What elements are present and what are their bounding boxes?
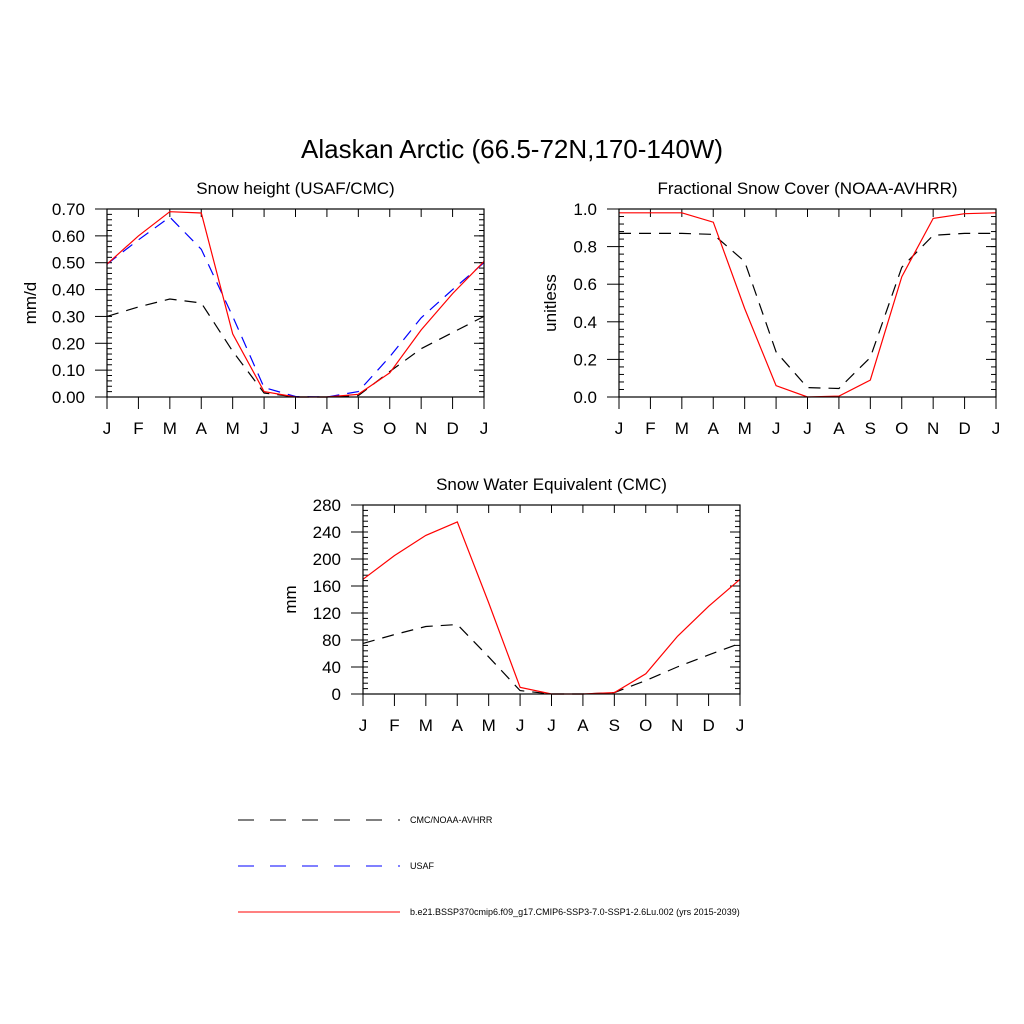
legend-label: CMC/NOAA-AVHRR — [410, 815, 493, 825]
y-tick-label: 200 — [313, 550, 341, 569]
series-line — [106, 216, 485, 398]
x-tick-label: J — [615, 419, 624, 438]
x-tick-label: S — [609, 716, 620, 735]
series-line — [362, 623, 741, 695]
x-tick-label: J — [516, 716, 525, 735]
x-tick-label: A — [577, 716, 589, 735]
y-tick-label: 1.0 — [573, 200, 597, 219]
x-tick-label: J — [772, 419, 781, 438]
plot-frame — [106, 208, 485, 398]
x-tick-label: J — [547, 716, 556, 735]
x-tick-label: J — [291, 419, 300, 438]
panel-title: Fractional Snow Cover (NOAA-AVHRR) — [657, 179, 957, 198]
y-tick-label: 120 — [313, 604, 341, 623]
y-tick-label: 0 — [332, 685, 341, 704]
x-tick-label: M — [163, 419, 177, 438]
x-tick-label: N — [927, 419, 939, 438]
y-tick-label: 0.60 — [52, 227, 85, 246]
x-tick-label: A — [196, 419, 208, 438]
x-tick-label: A — [452, 716, 464, 735]
plot-frame — [618, 208, 997, 398]
panel-title: Snow Water Equivalent (CMC) — [436, 475, 667, 494]
x-tick-label: J — [480, 419, 489, 438]
x-tick-label: D — [446, 419, 458, 438]
y-axis-label: unitless — [541, 274, 560, 332]
plot-frame — [362, 504, 741, 695]
swe-panel: Snow Water Equivalent (CMC) mm 0 40 80 120 160… — [281, 475, 744, 735]
x-tick-label: S — [865, 419, 876, 438]
y-tick-label: 0.4 — [573, 313, 597, 332]
x-tick-label: M — [482, 716, 496, 735]
y-tick-label: 0.20 — [52, 334, 85, 353]
x-tick-label: O — [895, 419, 908, 438]
y-tick-label: 240 — [313, 523, 341, 542]
series-line — [619, 232, 996, 390]
legend-label: USAF — [410, 861, 435, 871]
x-tick-label: N — [671, 716, 683, 735]
x-tick-label: J — [103, 419, 112, 438]
snow-cover-panel: Fractional Snow Cover (NOAA-AVHRR) unitle… — [541, 179, 1000, 438]
x-tick-label: D — [702, 716, 714, 735]
y-axis-label: mm/d — [21, 282, 40, 325]
y-tick-label: 80 — [322, 631, 341, 650]
x-tick-label: A — [833, 419, 845, 438]
y-tick-label: 160 — [313, 577, 341, 596]
y-tick-label: 0.2 — [573, 350, 597, 369]
x-tick-label: J — [992, 419, 1001, 438]
series-line — [106, 298, 485, 398]
x-tick-label: A — [708, 419, 720, 438]
y-tick-label: 0.50 — [52, 254, 85, 273]
x-tick-label: J — [803, 419, 812, 438]
y-tick-label: 0.30 — [52, 307, 85, 326]
y-tick-label: 0.0 — [573, 388, 597, 407]
x-tick-label: A — [321, 419, 333, 438]
y-tick-label: 40 — [322, 658, 341, 677]
y-tick-label: 0.40 — [52, 281, 85, 300]
x-tick-label: D — [958, 419, 970, 438]
x-tick-label: F — [389, 716, 399, 735]
x-tick-label: J — [359, 716, 368, 735]
x-tick-label: O — [639, 716, 652, 735]
x-tick-label: M — [738, 419, 752, 438]
x-tick-label: J — [736, 716, 745, 735]
y-tick-label: 0.70 — [52, 200, 85, 219]
x-tick-label: M — [675, 419, 689, 438]
x-tick-label: O — [383, 419, 396, 438]
series-line — [362, 521, 741, 695]
x-tick-label: J — [260, 419, 269, 438]
series-line — [106, 211, 485, 398]
y-tick-label: 0.00 — [52, 388, 85, 407]
x-tick-label: F — [133, 419, 143, 438]
legend: CMC/NOAA-AVHRR USAF b.e21.BSSP370cmip6.f09… — [238, 815, 740, 917]
x-tick-label: N — [415, 419, 427, 438]
panel-title: Snow height (USAF/CMC) — [196, 179, 394, 198]
y-tick-label: 0.6 — [573, 275, 597, 294]
legend-label: b.e21.BSSP370cmip6.f09_g17.CMIP6-SSP3-7.… — [410, 907, 740, 917]
x-tick-label: M — [226, 419, 240, 438]
y-tick-label: 280 — [313, 496, 341, 515]
x-tick-label: M — [419, 716, 433, 735]
y-tick-label: 0.8 — [573, 238, 597, 257]
x-tick-label: S — [353, 419, 364, 438]
x-tick-label: F — [645, 419, 655, 438]
snow-height-panel: Snow height (USAF/CMC) mm/d 0.00 0.10 0.20 0.… — [21, 179, 488, 438]
y-tick-label: 0.10 — [52, 361, 85, 380]
y-axis-label: mm — [281, 585, 300, 613]
figure-title: Alaskan Arctic (66.5-72N,170-140W) — [301, 134, 723, 164]
series-line — [619, 212, 997, 398]
